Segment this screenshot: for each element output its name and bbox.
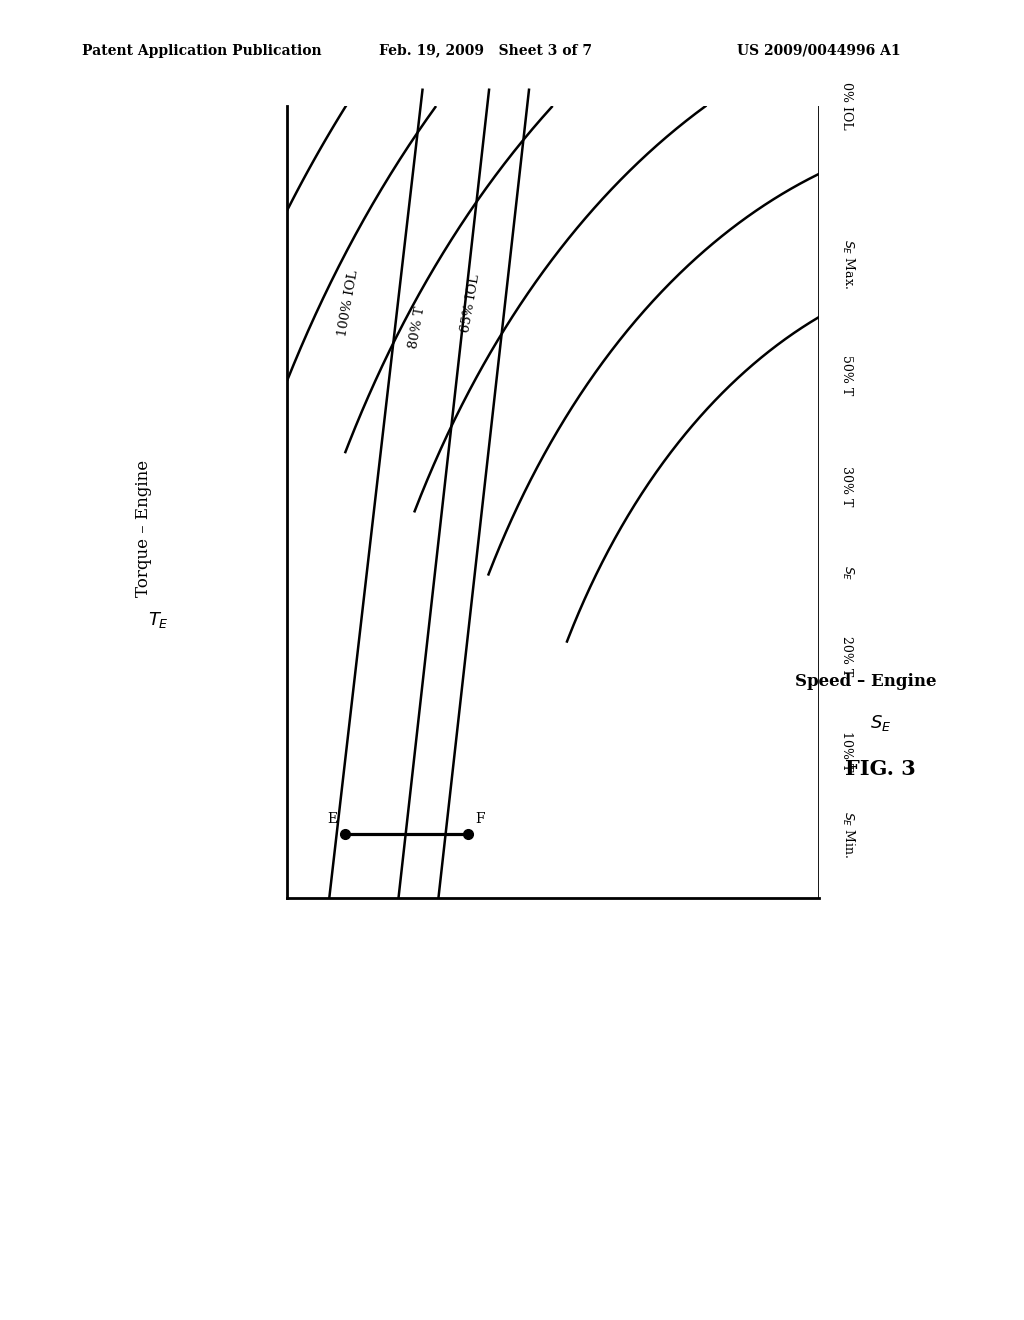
Text: F: F [476, 812, 485, 826]
Text: FIG. 3: FIG. 3 [845, 759, 916, 779]
Text: $S_E$: $S_E$ [841, 565, 856, 581]
Text: E: E [328, 812, 337, 826]
Text: 65% IOL: 65% IOL [459, 273, 482, 334]
Text: US 2009/0044996 A1: US 2009/0044996 A1 [737, 44, 901, 58]
Text: Speed – Engine: Speed – Engine [795, 673, 936, 690]
Text: $T_E$: $T_E$ [148, 610, 169, 631]
Text: $S_E$: $S_E$ [870, 713, 891, 733]
Text: 30% T: 30% T [841, 466, 853, 506]
Text: 10% T: 10% T [841, 731, 853, 771]
Text: Feb. 19, 2009   Sheet 3 of 7: Feb. 19, 2009 Sheet 3 of 7 [379, 44, 592, 58]
Text: 50% T: 50% T [841, 355, 853, 395]
Text: 0% IOL: 0% IOL [841, 82, 853, 129]
Text: Patent Application Publication: Patent Application Publication [82, 44, 322, 58]
Text: $S_E$ Max.: $S_E$ Max. [841, 239, 857, 289]
Text: 80% T: 80% T [408, 305, 427, 350]
Text: 20% T: 20% T [841, 636, 853, 676]
Text: Torque – Engine: Torque – Engine [135, 459, 152, 597]
Text: $S_E$ Min.: $S_E$ Min. [841, 810, 857, 858]
Text: 100% IOL: 100% IOL [336, 269, 360, 338]
